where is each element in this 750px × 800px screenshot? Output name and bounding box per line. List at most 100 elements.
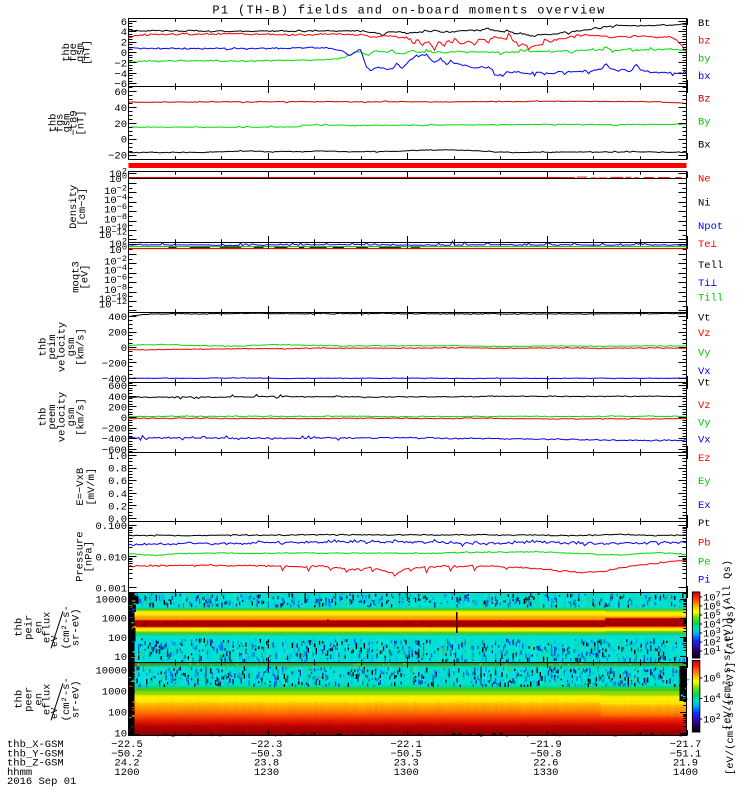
svg-text:peem: peem (47, 404, 59, 429)
svg-text:P1 (TH-B) fields and on-board: P1 (TH-B) fields and on-board moments ov… (212, 4, 605, 18)
svg-text:1.0: 1.0 (108, 451, 127, 463)
svg-text:gsm: gsm (66, 338, 78, 357)
svg-text:−600: −600 (102, 445, 127, 457)
svg-text:[mV/m]: [mV/m] (86, 468, 98, 506)
svg-text:peim: peim (47, 334, 59, 359)
svg-text:−6: −6 (114, 79, 127, 91)
svg-text:10000: 10000 (95, 666, 127, 678)
svg-text:[km/s]: [km/s] (75, 398, 87, 436)
svg-text:0: 0 (121, 48, 127, 60)
svg-text:fgs: fgs (55, 114, 67, 133)
svg-text:1000: 1000 (102, 687, 127, 699)
svg-text:10: 10 (114, 652, 127, 664)
svg-text:Vx: Vx (698, 435, 711, 447)
svg-text:−50.8: −50.8 (530, 748, 562, 760)
svg-text:60: 60 (114, 87, 127, 99)
svg-text:2016 Sep 01: 2016 Sep 01 (7, 776, 76, 788)
svg-text:0.4: 0.4 (108, 489, 127, 501)
svg-text:Pressure: Pressure (75, 531, 87, 581)
svg-text:−20: −20 (108, 151, 127, 163)
svg-text:22.6: 22.6 (533, 758, 558, 770)
svg-text:Vz: Vz (698, 328, 711, 340)
svg-text:eV: eV (49, 635, 60, 647)
svg-text:1000: 1000 (102, 614, 127, 626)
svg-text:100: 100 (108, 633, 127, 645)
svg-text:hhmm: hhmm (7, 767, 32, 779)
svg-text:0.010: 0.010 (95, 552, 127, 564)
svg-text:Ey: Ey (698, 476, 711, 488)
svg-text:1200: 1200 (114, 767, 139, 779)
svg-text:peer: peer (24, 687, 36, 712)
svg-text:velocity: velocity (57, 392, 69, 442)
svg-text:Ex: Ex (698, 500, 711, 512)
svg-text:0: 0 (121, 343, 127, 355)
svg-text:−21.7: −21.7 (670, 739, 702, 751)
svg-text:Vt: Vt (698, 313, 711, 325)
svg-text:bz: bz (698, 36, 711, 48)
svg-text:Vt: Vt (698, 378, 711, 390)
svg-text:By: By (698, 117, 711, 129)
svg-text:10000: 10000 (95, 595, 127, 607)
svg-text:gsm: gsm (75, 43, 87, 62)
svg-text:Pt: Pt (698, 518, 711, 530)
svg-text:Te⊥: Te⊥ (698, 239, 717, 251)
svg-text:[km/s]: [km/s] (75, 328, 87, 366)
svg-text:eflux: eflux (42, 684, 54, 716)
svg-text:400: 400 (108, 392, 127, 404)
svg-text:24.2: 24.2 (114, 758, 139, 770)
svg-text:sr-eV): sr-eV) (71, 680, 83, 718)
svg-text:thb_Z-GSM: thb_Z-GSM (7, 758, 64, 770)
svg-text:peir: peir (24, 615, 36, 640)
svg-text:Pb: Pb (698, 537, 711, 549)
svg-text:Pe: Pe (698, 557, 711, 569)
svg-text:−21.9: −21.9 (530, 739, 562, 751)
svg-text:−2: −2 (114, 58, 127, 70)
svg-text:−200: −200 (102, 358, 127, 370)
svg-text:moqt3: moqt3 (71, 261, 83, 293)
svg-text:−51.1: −51.1 (670, 748, 702, 760)
svg-text:600: 600 (108, 381, 127, 393)
svg-text:200: 200 (108, 402, 127, 414)
svg-text:−22.3: −22.3 (251, 739, 283, 751)
svg-text:[eV]: [eV] (80, 264, 92, 289)
svg-text:Ne: Ne (698, 174, 711, 186)
svg-text:0.6: 0.6 (108, 476, 127, 488)
svg-text:[eV/(cm²-s-sr-eV)] (All Qs): [eV/(cm²-s-sr-eV)] (All Qs) (725, 605, 737, 775)
svg-text:(cm²-s-: (cm²-s- (61, 677, 73, 721)
svg-text:Ni: Ni (698, 198, 711, 210)
svg-text:Tell: Tell (698, 260, 723, 272)
svg-text:thb: thb (38, 338, 50, 357)
svg-text:0.8: 0.8 (108, 464, 127, 476)
svg-text:Vx: Vx (698, 366, 711, 378)
svg-text:eflux: eflux (42, 612, 54, 644)
svg-text:1400: 1400 (673, 767, 698, 779)
svg-text:−200: −200 (102, 424, 127, 436)
svg-text:by: by (698, 54, 711, 66)
svg-text:0.0: 0.0 (108, 514, 127, 526)
svg-text:thb: thb (61, 43, 73, 62)
svg-text:1230: 1230 (254, 767, 279, 779)
svg-text:Bt: Bt (698, 18, 711, 30)
svg-text:2: 2 (121, 38, 127, 50)
svg-text:fge: fge (68, 43, 80, 62)
svg-text:200: 200 (108, 328, 127, 340)
svg-text:0.100: 0.100 (95, 521, 127, 533)
svg-text:1300: 1300 (394, 767, 419, 779)
svg-text:−400: −400 (102, 374, 127, 386)
svg-text:20: 20 (114, 119, 127, 131)
svg-text:−50.2: −50.2 (111, 748, 143, 760)
svg-text:thb: thb (38, 408, 50, 427)
svg-text:−22.1: −22.1 (390, 739, 422, 751)
svg-text:1330: 1330 (533, 767, 558, 779)
svg-text:Till: Till (698, 293, 723, 305)
svg-text:−22.5: −22.5 (111, 739, 143, 751)
svg-text:0.001: 0.001 (95, 583, 127, 595)
svg-text:10: 10 (114, 729, 127, 741)
svg-text:gsm: gsm (66, 408, 78, 427)
svg-text:Vy: Vy (698, 348, 711, 360)
svg-text:bx: bx (698, 71, 711, 83)
svg-text:Npot: Npot (698, 221, 723, 233)
svg-text:Vy: Vy (698, 417, 711, 429)
svg-text:velocity: velocity (57, 322, 69, 372)
svg-text:−50.5: −50.5 (390, 748, 422, 760)
